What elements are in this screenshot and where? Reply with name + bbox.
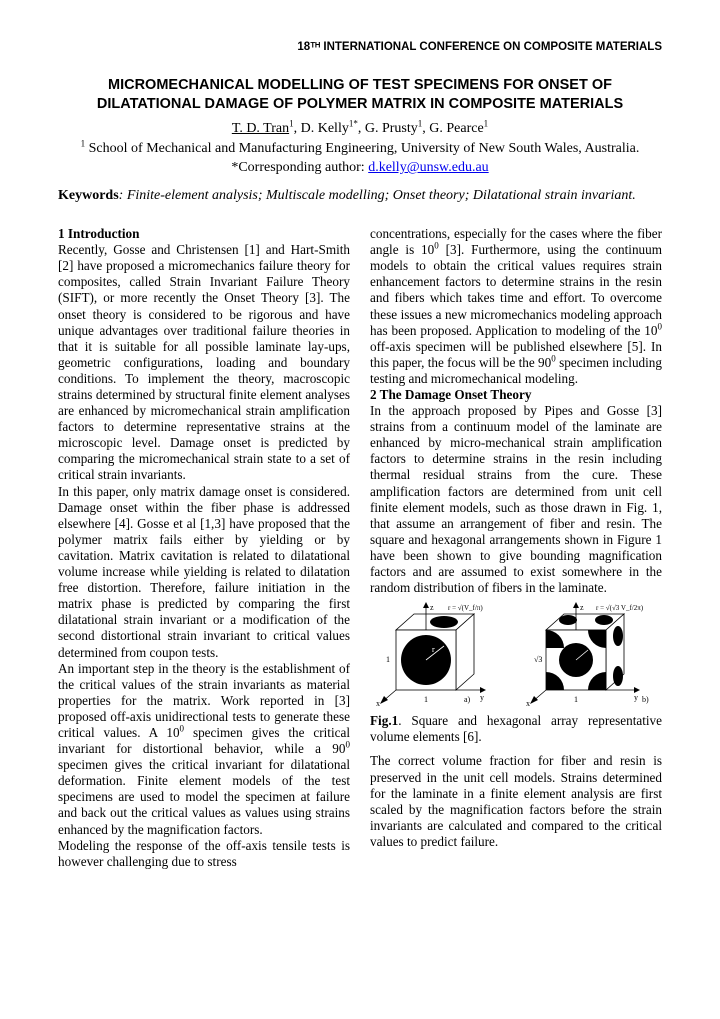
- corresp-prefix: *Corresponding author:: [231, 160, 368, 175]
- section-2-para-1: In the approach proposed by Pipes and Go…: [370, 403, 662, 596]
- author-sup-4: 1: [484, 118, 489, 128]
- svg-text:1: 1: [386, 655, 390, 664]
- section-1-para-4: Modeling the response of the off-axis te…: [58, 838, 350, 870]
- svg-text:y: y: [634, 693, 638, 702]
- svg-text:1: 1: [574, 695, 578, 704]
- c2p1-sup2: 0: [658, 321, 663, 331]
- col2-para-1: concentrations, especially for the cases…: [370, 226, 662, 387]
- section-1-heading: 1 Introduction: [58, 226, 350, 242]
- svg-text:x: x: [376, 699, 380, 707]
- svg-text:r = √(V_f/π): r = √(V_f/π): [448, 604, 483, 612]
- title-line-1: MICROMECHANICAL MODELLING OF TEST SPECIM…: [58, 76, 662, 95]
- svg-text:a): a): [464, 695, 471, 704]
- section-2-heading: 2 The Damage Onset Theory: [370, 387, 662, 403]
- section-1-para-2: In this paper, only matrix damage onset …: [58, 484, 350, 661]
- right-column: concentrations, especially for the cases…: [370, 226, 662, 870]
- author-3: , G. Prusty: [358, 121, 418, 136]
- author-4: , G. Pearce: [422, 121, 483, 136]
- left-column: 1 Introduction Recently, Gosse and Chris…: [58, 226, 350, 870]
- figure-1: z x y 1 1 a) r: [370, 602, 662, 707]
- svg-text:1: 1: [424, 695, 428, 704]
- figure-1-caption: Fig.1. Square and hexagonal array repres…: [370, 713, 662, 745]
- s1p3-sup2: 0: [346, 740, 351, 750]
- svg-text:y: y: [480, 693, 484, 702]
- svg-text:b): b): [642, 695, 649, 704]
- svg-text:x: x: [526, 699, 530, 707]
- svg-text:z: z: [580, 603, 584, 612]
- section-2-para-2: The correct volume fraction for fiber an…: [370, 753, 662, 850]
- section-1-para-3: An important step in the theory is the e…: [58, 661, 350, 838]
- paper-title: MICROMECHANICAL MODELLING OF TEST SPECIM…: [58, 76, 662, 114]
- fig1-right-cube: z x y √3 1 b) r = √(√3 V_f/2π): [526, 602, 649, 707]
- keywords-label: Keywords: [58, 188, 119, 203]
- affiliation-text: School of Mechanical and Manufacturing E…: [85, 141, 639, 156]
- conference-header-text: 18ᵀᴴ INTERNATIONAL CONFERENCE ON COMPOSI…: [297, 41, 662, 53]
- keywords-text: : Finite-element analysis; Multiscale mo…: [119, 188, 636, 203]
- corresponding-line: *Corresponding author: d.kelly@unsw.edu.…: [58, 159, 662, 177]
- section-1-para-1: Recently, Gosse and Christensen [1] and …: [58, 242, 350, 483]
- corresp-email-link[interactable]: d.kelly@unsw.edu.au: [368, 160, 488, 175]
- fig1-label: Fig.1: [370, 713, 398, 728]
- body-columns: 1 Introduction Recently, Gosse and Chris…: [58, 226, 662, 870]
- svg-text:√3: √3: [534, 655, 542, 664]
- svg-text:r: r: [432, 645, 435, 654]
- authors-line: T. D. Tran1, D. Kelly1*, G. Prusty1, G. …: [58, 120, 662, 138]
- author-primary: T. D. Tran: [232, 121, 289, 136]
- keywords-line: Keywords: Finite-element analysis; Multi…: [58, 187, 662, 205]
- svg-text:r = √(√3 V_f/2π): r = √(√3 V_f/2π): [596, 604, 644, 612]
- conference-header: 18ᵀᴴ INTERNATIONAL CONFERENCE ON COMPOSI…: [58, 40, 662, 54]
- title-line-2: DILATATIONAL DAMAGE OF POLYMER MATRIX IN…: [58, 95, 662, 114]
- affiliation-line: 1 School of Mechanical and Manufacturing…: [58, 140, 662, 158]
- author-2: , D. Kelly: [294, 121, 349, 136]
- svg-text:z: z: [430, 603, 434, 612]
- figure-1-svg: z x y 1 1 a) r: [376, 602, 656, 707]
- fig1-caption-text: . Square and hexagonal array representat…: [370, 713, 662, 744]
- fig1-left-cube: z x y 1 1 a) r: [376, 602, 486, 707]
- author-sup-2: 1*: [349, 118, 358, 128]
- s1p3-c: specimen gives the critical invariant fo…: [58, 757, 350, 836]
